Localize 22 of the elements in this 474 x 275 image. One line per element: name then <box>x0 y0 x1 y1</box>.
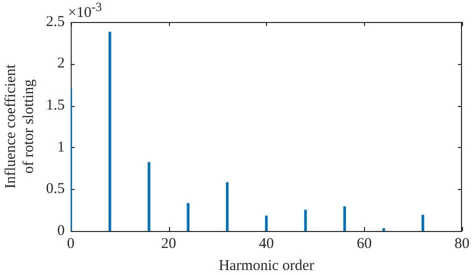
bar <box>265 216 268 231</box>
x-tick-label: 20 <box>161 236 176 252</box>
x-axis-title: Harmonic order <box>218 258 314 274</box>
y-tick-label: 0.5 <box>46 181 65 198</box>
y-axis-title: Influence coefficient of rotor slotting <box>2 64 37 189</box>
x-tick-label: 80 <box>454 236 470 252</box>
bar <box>382 228 386 231</box>
y-tick-label: 1.5 <box>46 98 65 114</box>
bar <box>226 182 229 231</box>
text: ×10$^{-3}$ <box>68 0 102 22</box>
x-tick-label: 60 <box>356 236 372 252</box>
bar <box>186 203 190 231</box>
y-tick-label: 1 <box>57 139 65 156</box>
x-tick-label: 40 <box>258 236 274 252</box>
bar <box>304 210 307 231</box>
bar <box>108 32 112 231</box>
bar <box>343 206 346 231</box>
y-tick-label: 0 <box>57 222 65 239</box>
bar <box>148 162 150 231</box>
bar <box>422 214 424 231</box>
y-tick-label: 2.5 <box>46 14 65 30</box>
y-tick-label: 2 <box>57 56 65 72</box>
